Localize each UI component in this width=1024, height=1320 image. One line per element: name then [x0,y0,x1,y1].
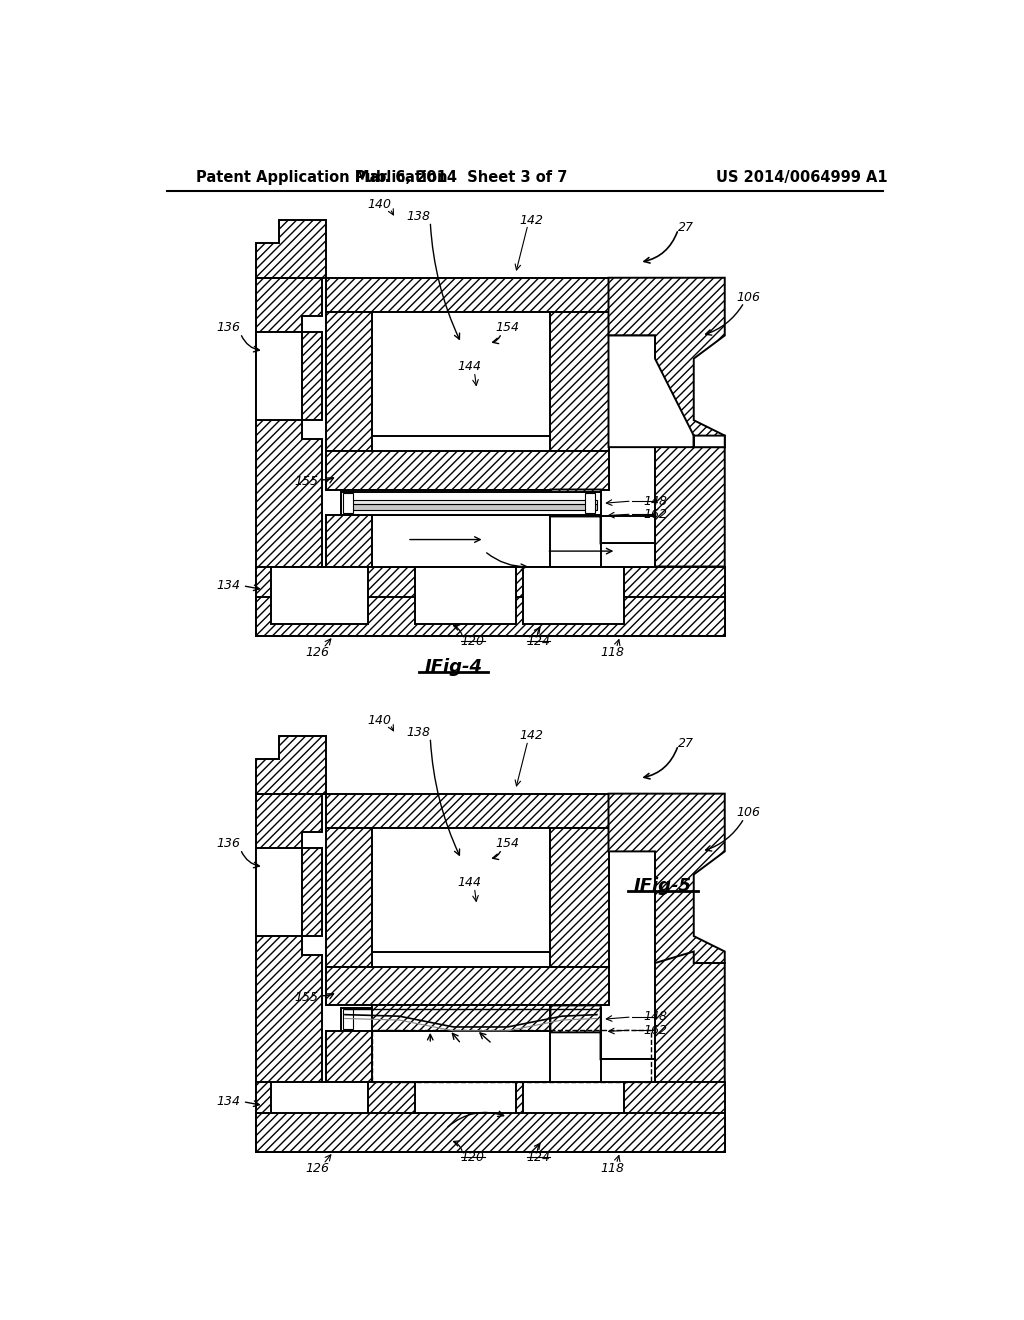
Text: 142: 142 [519,214,543,227]
Bar [326,1031,372,1082]
Text: 106: 106 [736,290,760,304]
Bar [372,1031,550,1082]
Text: 148: 148 [643,1010,667,1023]
Polygon shape [608,277,725,447]
Bar [326,515,372,566]
Bar [343,1010,352,1028]
Text: 154: 154 [496,321,520,334]
Bar [372,829,550,952]
Bar [601,516,655,544]
Polygon shape [550,952,725,1082]
Bar [271,1082,369,1140]
Bar [550,829,608,966]
Polygon shape [256,566,725,636]
Polygon shape [256,277,322,590]
Text: 126: 126 [306,1162,330,1175]
Polygon shape [256,737,326,793]
Bar [341,492,601,515]
Text: 136: 136 [217,837,241,850]
Bar [345,504,597,511]
Bar [343,494,352,512]
Polygon shape [608,335,725,447]
Text: 106: 106 [736,807,760,820]
Text: 134: 134 [217,579,241,593]
Polygon shape [601,544,655,566]
Text: 154: 154 [496,837,520,850]
Text: 120: 120 [461,1151,485,1164]
Bar [326,277,608,313]
Bar [372,313,550,436]
Text: 162: 162 [643,1023,667,1036]
Bar [372,1030,651,1082]
Text: 162: 162 [643,508,667,520]
Text: 142: 142 [519,730,543,742]
Text: 144: 144 [457,875,481,888]
Polygon shape [256,793,322,1106]
Text: 140: 140 [368,714,392,727]
Text: 136: 136 [217,321,241,334]
Bar [415,566,515,624]
Text: IFig-4: IFig-4 [425,657,482,676]
Bar [345,499,597,504]
Text: 118: 118 [600,647,625,659]
Bar [372,490,550,515]
Text: 140: 140 [368,198,392,211]
Bar [326,451,608,490]
Bar [326,313,372,451]
Text: 155: 155 [294,991,318,1005]
Text: Patent Application Publication: Patent Application Publication [197,170,447,185]
Polygon shape [256,1082,725,1151]
Text: 126: 126 [306,647,330,659]
Polygon shape [256,220,326,277]
Polygon shape [256,598,725,636]
Text: 27: 27 [678,222,694,234]
Text: 120: 120 [461,635,485,648]
Bar [586,1010,595,1028]
Text: Mar. 6, 2014  Sheet 3 of 7: Mar. 6, 2014 Sheet 3 of 7 [355,170,567,185]
Bar [326,966,608,1006]
Text: 144: 144 [457,360,481,372]
Polygon shape [601,1059,655,1082]
Polygon shape [550,436,725,566]
Bar [415,1082,515,1140]
Text: 134: 134 [217,1096,241,1109]
Text: 118: 118 [600,1162,625,1175]
Polygon shape [256,331,302,420]
Text: 27: 27 [678,737,694,750]
Text: 124: 124 [526,1151,551,1164]
Bar [372,1006,550,1031]
Text: 124: 124 [526,635,551,648]
Bar [550,313,608,451]
Text: 148: 148 [643,495,667,508]
Polygon shape [256,1113,725,1151]
Text: US 2014/0064999 A1: US 2014/0064999 A1 [717,170,888,185]
Bar [326,793,608,829]
Text: 138: 138 [407,210,431,223]
Text: 138: 138 [407,726,431,739]
Polygon shape [608,793,725,964]
Bar [271,566,369,624]
Bar [523,1082,624,1140]
Bar [256,847,302,936]
Bar [326,829,372,966]
Bar [256,331,302,420]
Text: 155: 155 [294,475,318,488]
Bar [372,515,550,566]
Bar [586,494,595,512]
Bar [341,1007,601,1031]
Bar [523,566,624,624]
Text: IFig-5: IFig-5 [634,876,692,895]
